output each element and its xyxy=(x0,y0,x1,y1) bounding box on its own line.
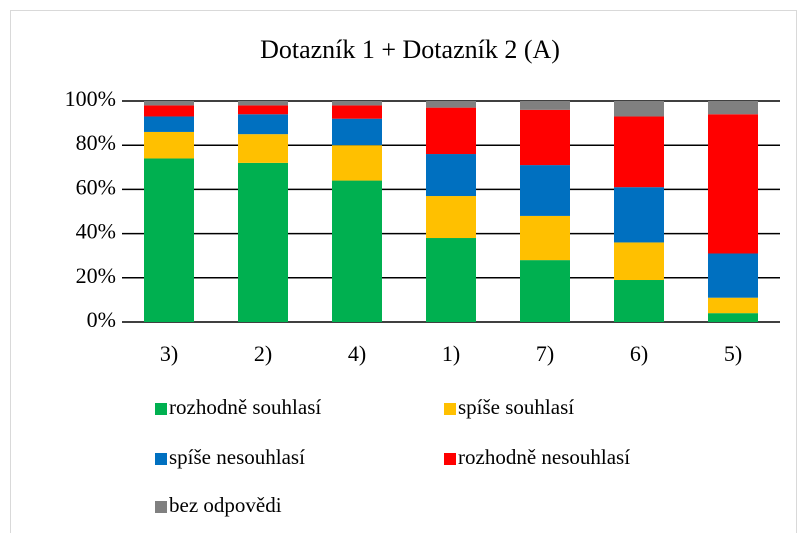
bar-segment xyxy=(426,238,476,322)
bar-segment xyxy=(426,107,476,155)
bar-segment xyxy=(708,253,758,298)
chart-frame xyxy=(10,10,797,533)
bar-segment xyxy=(238,134,288,163)
legend-swatch xyxy=(155,501,167,513)
bar-segment xyxy=(520,101,570,110)
bar-segment xyxy=(332,180,382,322)
x-tick-label: 3) xyxy=(160,341,178,366)
bar-segment xyxy=(426,196,476,239)
x-tick-label: 1) xyxy=(442,341,460,366)
x-tick-label: 4) xyxy=(348,341,366,366)
x-tick-label: 2) xyxy=(254,341,272,366)
bar-segment xyxy=(144,116,194,132)
bar-segment xyxy=(614,280,664,322)
bar-segment xyxy=(144,131,194,159)
bar-segment xyxy=(708,313,758,322)
legend-swatch xyxy=(444,453,456,465)
y-tick-label: 0% xyxy=(87,307,116,332)
legend-label: spíše nesouhlasí xyxy=(169,445,305,469)
bar-segment xyxy=(614,242,664,281)
bar-segment xyxy=(238,105,288,115)
legend-swatch xyxy=(155,403,167,415)
bar-segment xyxy=(708,114,758,254)
bar-segment xyxy=(238,114,288,135)
bar-segment xyxy=(520,260,570,322)
bar-segment xyxy=(332,118,382,146)
chart-title: Dotazník 1 + Dotazník 2 (A) xyxy=(260,35,560,64)
bar-segment xyxy=(426,101,476,108)
y-tick-label: 100% xyxy=(65,86,116,111)
y-tick-label: 40% xyxy=(76,219,116,244)
bar-segment xyxy=(332,101,382,106)
y-tick-label: 80% xyxy=(76,130,116,155)
x-tick-label: 6) xyxy=(630,341,648,366)
bar-segment xyxy=(520,165,570,216)
legend-label: rozhodně souhlasí xyxy=(169,395,321,419)
bar-segment xyxy=(708,297,758,314)
bar-segment xyxy=(614,101,664,117)
x-tick-label: 7) xyxy=(536,341,554,366)
bar-segment xyxy=(332,145,382,181)
bar-segment xyxy=(614,187,664,243)
bar-segment xyxy=(144,101,194,106)
bar-segment xyxy=(144,105,194,117)
bar-segment xyxy=(426,154,476,197)
y-tick-label: 20% xyxy=(76,263,116,288)
y-tick-label: 60% xyxy=(76,174,116,199)
bar-segment xyxy=(144,158,194,322)
x-tick-label: 5) xyxy=(724,341,742,366)
legend-swatch xyxy=(155,453,167,465)
bar-segment xyxy=(332,105,382,119)
legend-swatch xyxy=(444,403,456,415)
bar-segment xyxy=(708,101,758,115)
bar-segment xyxy=(238,162,288,322)
legend-label: bez odpovědi xyxy=(169,493,282,517)
bar-segment xyxy=(238,101,288,106)
bar-segment xyxy=(520,215,570,261)
legend-label: rozhodně nesouhlasí xyxy=(458,445,630,469)
bar-segment xyxy=(614,116,664,188)
bar-segment xyxy=(520,109,570,166)
legend-label: spíše souhlasí xyxy=(458,395,574,419)
